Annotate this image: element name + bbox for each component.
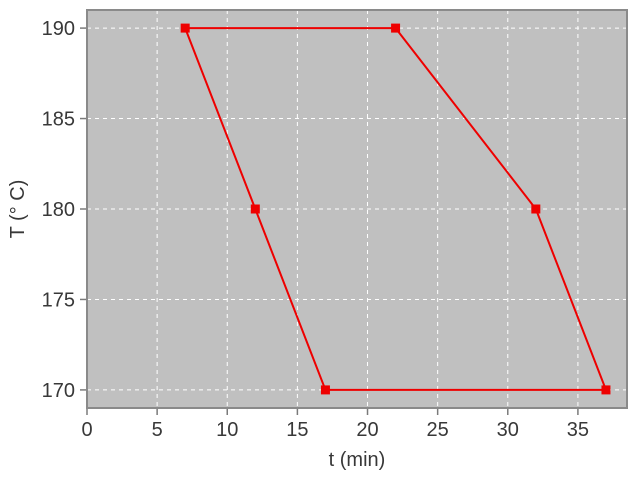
y-axis-title: T (° C)	[7, 180, 29, 239]
y-tick-label: 175	[42, 289, 75, 311]
data-point-marker	[180, 23, 190, 33]
y-tick-label: 190	[42, 18, 75, 40]
data-point-marker	[250, 204, 260, 214]
x-tick-label: 25	[427, 419, 449, 441]
y-tick-label: 180	[42, 199, 75, 221]
x-axis-title: t (min)	[329, 449, 386, 471]
data-point-marker	[320, 385, 330, 395]
data-point-marker	[531, 204, 541, 214]
plot-border	[86, 9, 628, 409]
x-tick-label: 30	[497, 419, 519, 441]
x-tick-label: 0	[81, 419, 92, 441]
y-tick-label: 185	[42, 109, 75, 131]
y-tick-label: 170	[42, 380, 75, 402]
x-tick-label: 35	[567, 419, 589, 441]
data-point-marker	[601, 385, 611, 395]
x-tick-label: 20	[356, 419, 378, 441]
plot-layers: 0 5 10 15 20 25 30 35 170 175 180 185 190	[42, 9, 628, 441]
data-point-marker	[391, 23, 401, 33]
x-tick-label: 15	[286, 419, 308, 441]
x-tick-label: 5	[152, 419, 163, 441]
x-tick-label: 10	[216, 419, 238, 441]
